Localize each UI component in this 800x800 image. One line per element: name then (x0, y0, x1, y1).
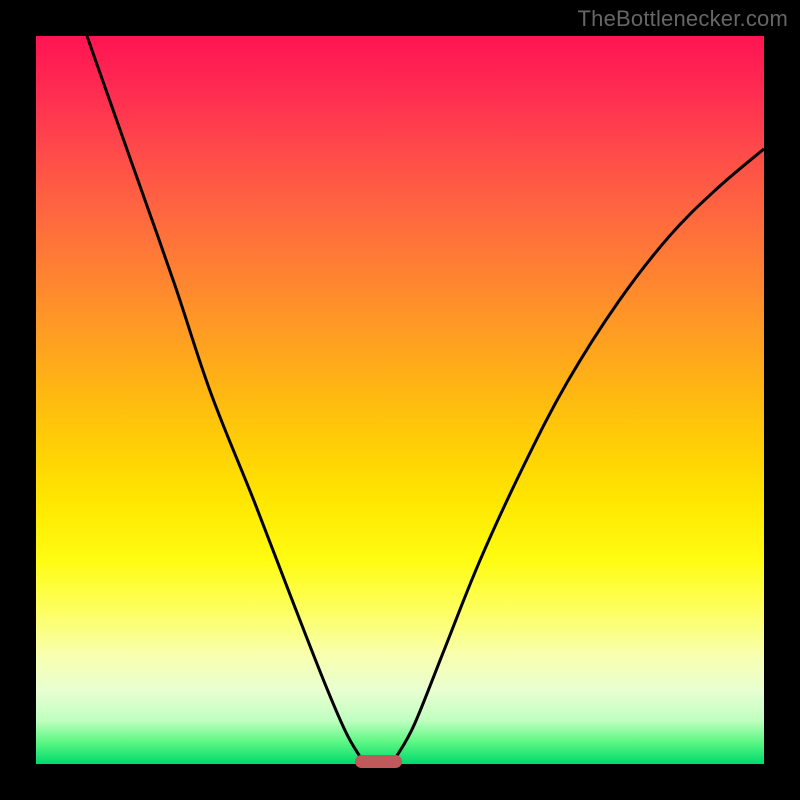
chart-canvas: TheBottlenecker.com (0, 0, 800, 800)
watermark-text: TheBottlenecker.com (578, 6, 788, 32)
chart-plot-area (36, 36, 764, 764)
sweet-spot-marker (355, 755, 402, 768)
